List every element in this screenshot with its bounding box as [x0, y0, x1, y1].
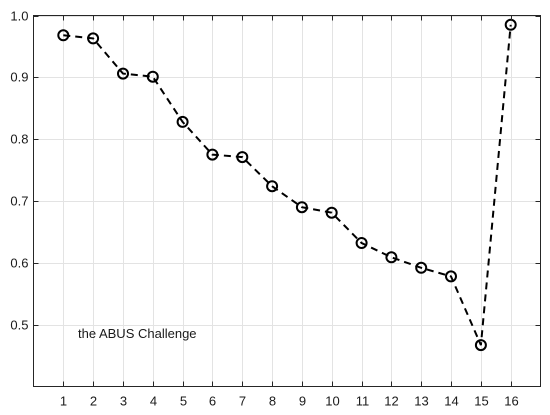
x-tick-label: 14: [444, 394, 458, 409]
data-point-9: [295, 201, 308, 214]
grid: [33, 15, 541, 387]
y-tick-label: 1.0: [10, 9, 28, 24]
x-tick-label: 1: [60, 394, 67, 409]
x-tick-label: 11: [356, 394, 370, 409]
y-axis-ticks: 0.5 0.6 0.7 0.8 0.9 1.0: [10, 9, 541, 333]
x-tick-label: 9: [299, 394, 306, 409]
x-tick-label: 4: [150, 394, 157, 409]
series-dashed-line: [63, 24, 512, 346]
data-point-12: [385, 251, 398, 264]
x-tick-label: 2: [90, 394, 97, 409]
x-tick-label: 16: [504, 394, 518, 409]
chart-annotation: the ABUS Challenge: [78, 326, 197, 341]
data-point-4: [146, 70, 159, 83]
x-tick-label: 12: [384, 394, 398, 409]
data-point-13: [415, 261, 428, 274]
data-point-7: [236, 151, 249, 164]
data-point-3: [117, 67, 129, 80]
data-point-11: [355, 237, 368, 249]
data-point-2: [87, 32, 100, 45]
x-axis-ticks: 1 2 3 4 5 6 7 8 9 10 11 12 13 14 15 16: [60, 15, 519, 409]
data-point-10: [325, 206, 338, 219]
x-tick-label: 3: [120, 394, 127, 409]
data-point-15: [474, 339, 487, 352]
x-tick-label: 10: [325, 394, 339, 409]
y-tick-label: 0.5: [10, 318, 28, 333]
data-point-8: [266, 180, 279, 193]
y-tick-label: 0.9: [10, 70, 28, 85]
data-point-16: [504, 18, 517, 31]
x-tick-label: 7: [239, 394, 246, 409]
data-point-6: [206, 148, 219, 161]
y-tick-label: 0.8: [10, 132, 28, 147]
series-line: [63, 24, 512, 346]
x-tick-label: 15: [474, 394, 488, 409]
x-tick-label: 13: [414, 394, 428, 409]
data-markers: [57, 18, 517, 352]
data-point-1: [57, 29, 70, 42]
x-tick-label: 6: [209, 394, 216, 409]
x-tick-label: 5: [180, 394, 187, 409]
data-point-14: [445, 270, 457, 283]
y-tick-label: 0.7: [10, 194, 28, 209]
data-point-5: [176, 115, 189, 128]
x-tick-label: 8: [269, 394, 276, 409]
y-tick-label: 0.6: [10, 256, 28, 271]
